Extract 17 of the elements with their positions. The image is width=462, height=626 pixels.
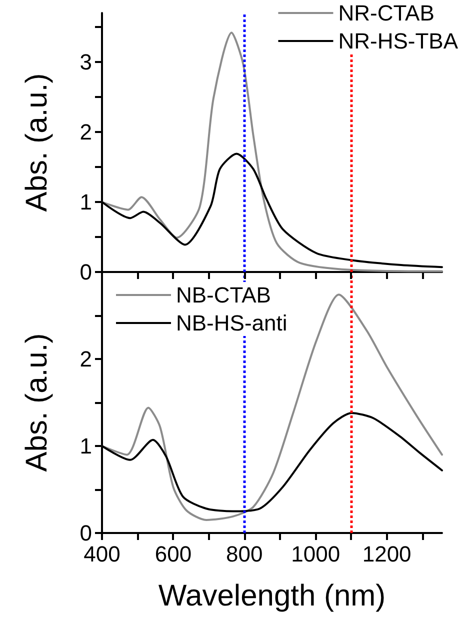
y-axis-title: Abs. (a.u.) <box>20 333 54 472</box>
legend-label: NB-CTAB <box>176 282 271 308</box>
y-tick-label: 2 <box>80 346 92 372</box>
x-tick-label: 1000 <box>291 542 340 566</box>
y-tick-label: 3 <box>80 50 92 74</box>
x-axis-title: Wavelength (nm) <box>158 580 386 612</box>
y-tick-label: 1 <box>80 434 92 458</box>
x-tick-label: 800 <box>226 542 263 566</box>
legend-label: NB-HS-anti <box>176 310 288 336</box>
x-tick-label: 600 <box>154 542 192 566</box>
legend-label: NR-HS-TBA <box>338 28 458 54</box>
y-tick-label: 1 <box>80 190 92 214</box>
x-tick-label: 1200 <box>362 542 412 566</box>
y-tick-label: 0 <box>80 260 92 284</box>
y-axis-title: Abs. (a.u.) <box>20 73 54 212</box>
y-tick-label: 2 <box>80 120 92 144</box>
legend-label: NR-CTAB <box>338 0 434 26</box>
